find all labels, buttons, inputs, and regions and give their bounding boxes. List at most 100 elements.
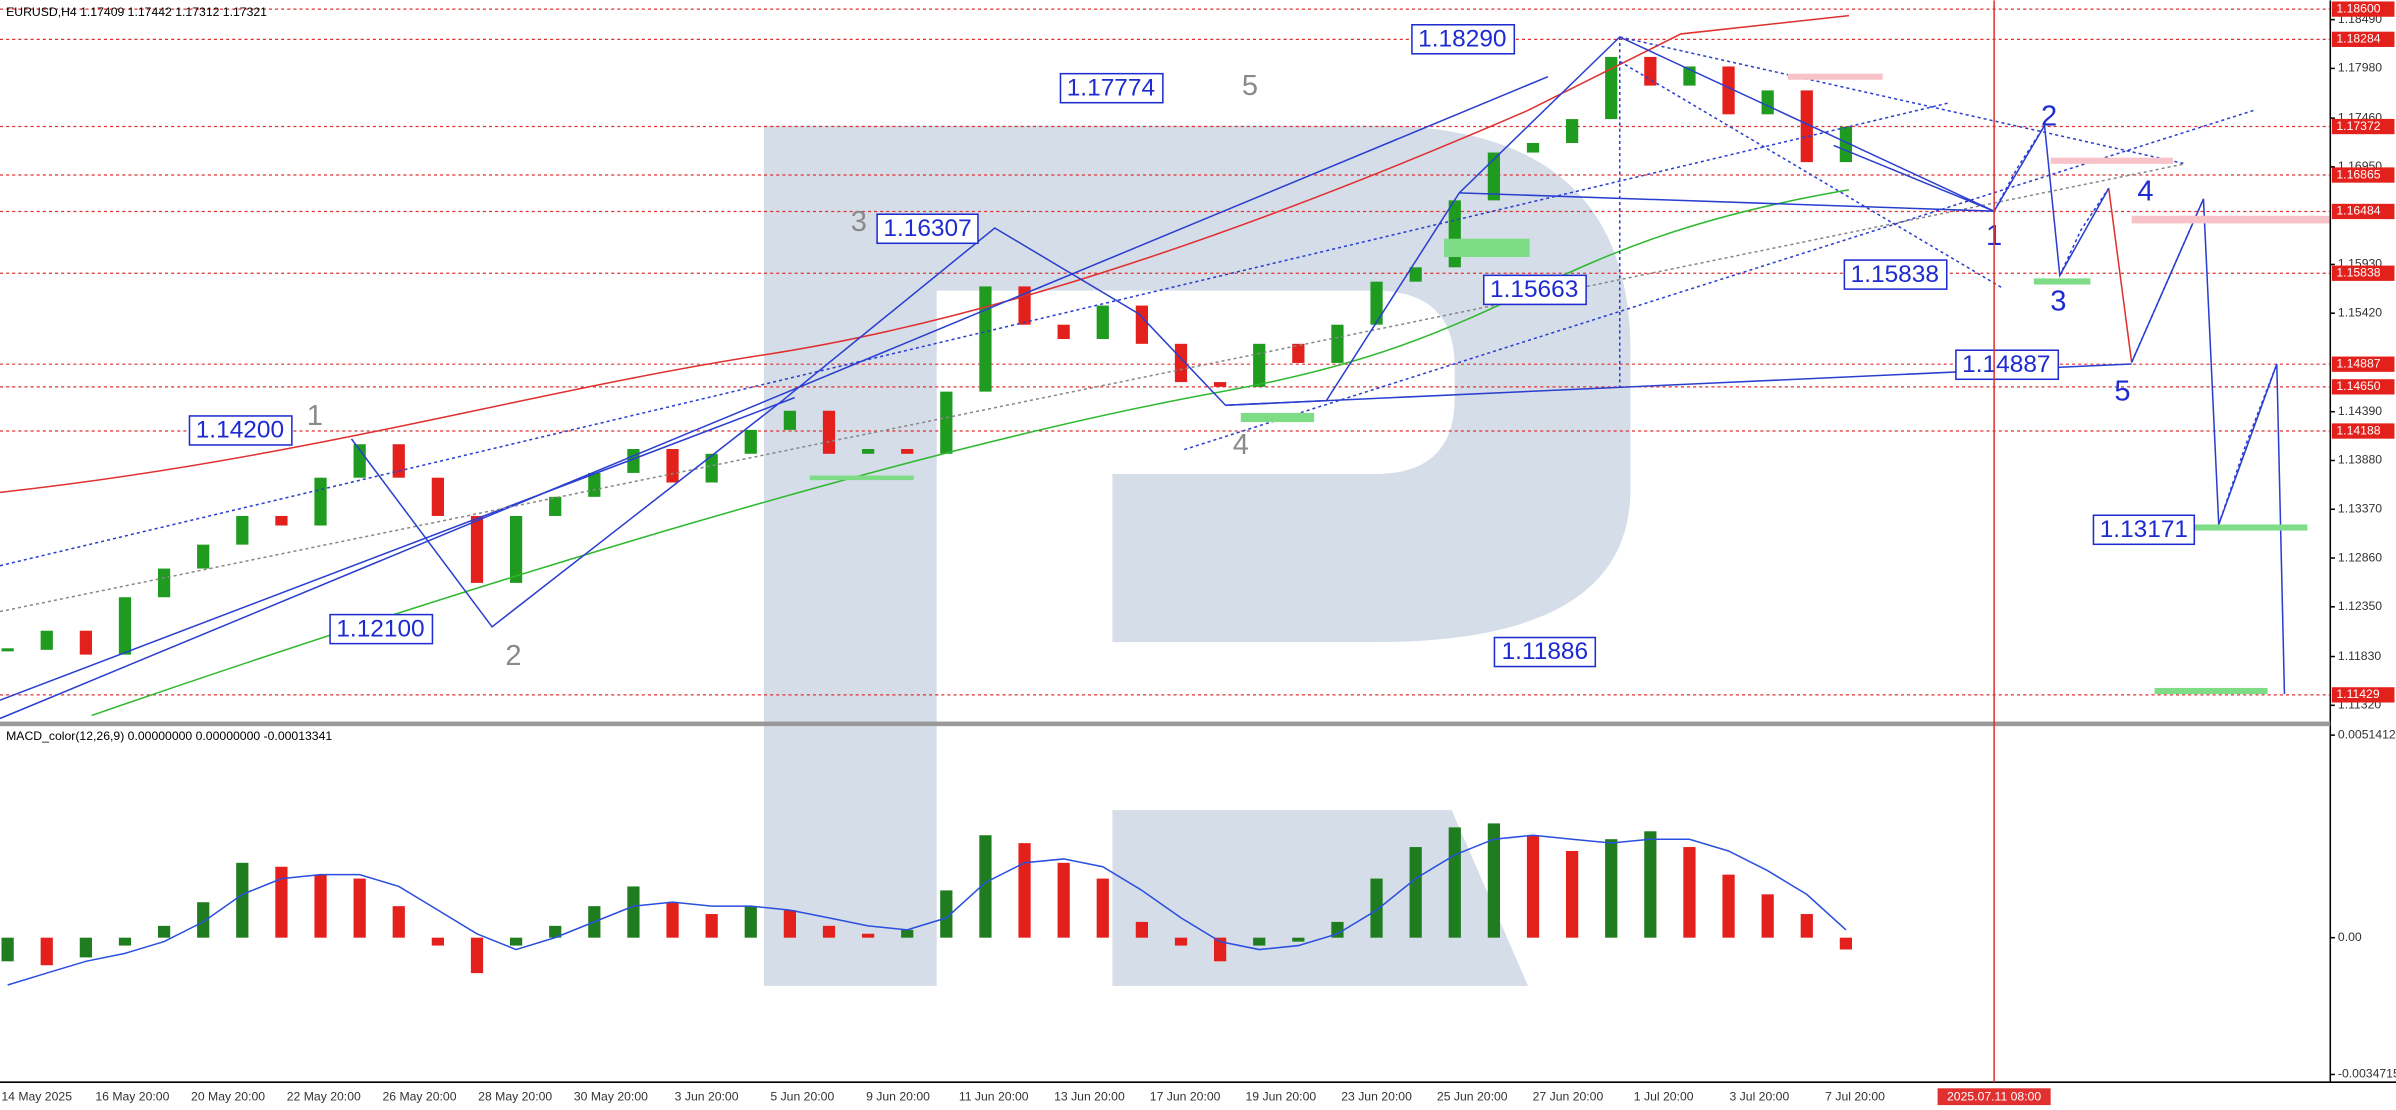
macd-bar [1487,823,1501,938]
cursor-box [1937,1088,2051,1106]
candle [157,568,171,598]
macd-bar [353,878,366,938]
wave-label: 3 [851,206,867,238]
candle [1135,305,1148,344]
price-label-box [2331,1,2395,17]
x-tick-label: 1 Jul 20:00 [1634,1090,1694,1104]
candle [1370,281,1383,325]
price-label: 1.16484 [2336,204,2380,218]
wave-label: 5 [1242,70,1258,102]
x-tick-label: 30 May 20:00 [574,1090,648,1104]
price-label-box [2331,356,2395,372]
x-tick-label: 20 May 20:00 [191,1090,265,1104]
macd-bar [1135,921,1148,938]
x-tick-label: 11 Jun 20:00 [959,1090,1029,1104]
wave-label: 4 [1233,429,1249,461]
macd-bar [236,862,249,938]
macd-bar [197,902,210,938]
macd-bar [1331,921,1344,938]
price-label-box [2331,118,2395,135]
y-tick-label: 1.11830 [2338,649,2381,663]
y-tick-label: 1.12860 [2338,550,2382,564]
macd-bar [744,906,757,938]
macd-bar [861,933,875,938]
annotation-box [1059,72,1164,104]
macd-panel: 0.0051412 0.00 -0.0034715 [1,727,2396,1081]
candle [118,597,132,655]
candle [1331,324,1344,363]
candle [1605,56,1618,120]
y-tick-label: 0.0051412 [2338,727,2396,741]
candle [1526,142,1540,153]
candle [509,515,523,583]
macd-bar [1253,937,1266,946]
x-tick-label: 5 Jun 20:00 [770,1090,834,1104]
annotation: 1.15838 [1851,261,1939,288]
macd-bar [783,910,796,938]
candle [353,444,366,478]
candle [1448,200,1461,268]
candle [275,515,288,526]
macd-bar [392,906,405,938]
macd-bar [1448,827,1461,938]
candle [1644,56,1657,86]
candle [783,410,796,430]
annotation-box [329,613,434,645]
price-label-box [2331,167,2395,183]
macd-bar [1683,847,1696,938]
candle [940,391,953,454]
signal-line [7,834,1847,986]
annotation-box [1955,349,2060,381]
x-tick-label: 3 Jul 20:00 [1729,1090,1789,1104]
macd-bar [666,902,679,938]
macd-bar [275,866,288,938]
macd-bar [1057,862,1070,938]
candle [392,444,405,478]
candle [197,544,210,569]
price-label: 1.14887 [2336,356,2380,370]
y-tick-label: -0.0034715 [2338,1067,2396,1081]
x-tick-label: 16 May 20:00 [95,1090,169,1104]
macd-bar [1839,937,1853,950]
forecast-label: 5 [2114,376,2130,408]
y-tick-label: 1.17980 [2338,61,2382,75]
annotation: 1.14200 [196,417,284,444]
annotation: 1.16307 [883,215,971,242]
candle [1409,267,1422,282]
macd-bar [1526,835,1540,938]
price-label-box [2331,687,2395,703]
price-label: 1.16865 [2336,167,2380,181]
annotation: 1.17774 [1067,74,1155,101]
candle [1096,305,1109,340]
x-tick-label: 26 May 20:00 [382,1090,456,1104]
x-tick-label: 3 Jun 20:00 [675,1090,739,1104]
price-label: 1.17372 [2336,119,2380,133]
x-tick-label: 27 Jun 20:00 [1533,1090,1604,1104]
macd-bar [314,874,327,938]
macd-bar [1213,937,1227,962]
macd-bar [470,937,484,974]
candle [1292,343,1305,363]
panel-separator [0,721,2331,727]
macd-bar [79,937,92,958]
y-tick-label: 1.15420 [2338,305,2382,319]
candle [1057,324,1070,340]
x-tick-label: 9 Jun 20:00 [866,1090,930,1104]
cursor-label: 2025.07.11 08:00 [1947,1090,2041,1104]
price-label: 1.18600 [2336,1,2380,15]
price-label-box [2331,265,2395,281]
annotation-box [876,213,979,245]
macd-bar [1096,878,1109,938]
candle [1566,119,1579,143]
candle [1487,152,1501,201]
forecast-label: 3 [2050,286,2066,318]
x-tick-label: 25 Jun 20:00 [1437,1090,1508,1104]
candle [1761,90,1774,115]
candle [1253,343,1266,387]
price-label-box [2331,379,2395,395]
annotation: 1.18290 [1418,25,1506,52]
candle [979,286,992,392]
candle [1800,90,1813,163]
x-tick-label: 7 Jul 20:00 [1825,1090,1885,1104]
